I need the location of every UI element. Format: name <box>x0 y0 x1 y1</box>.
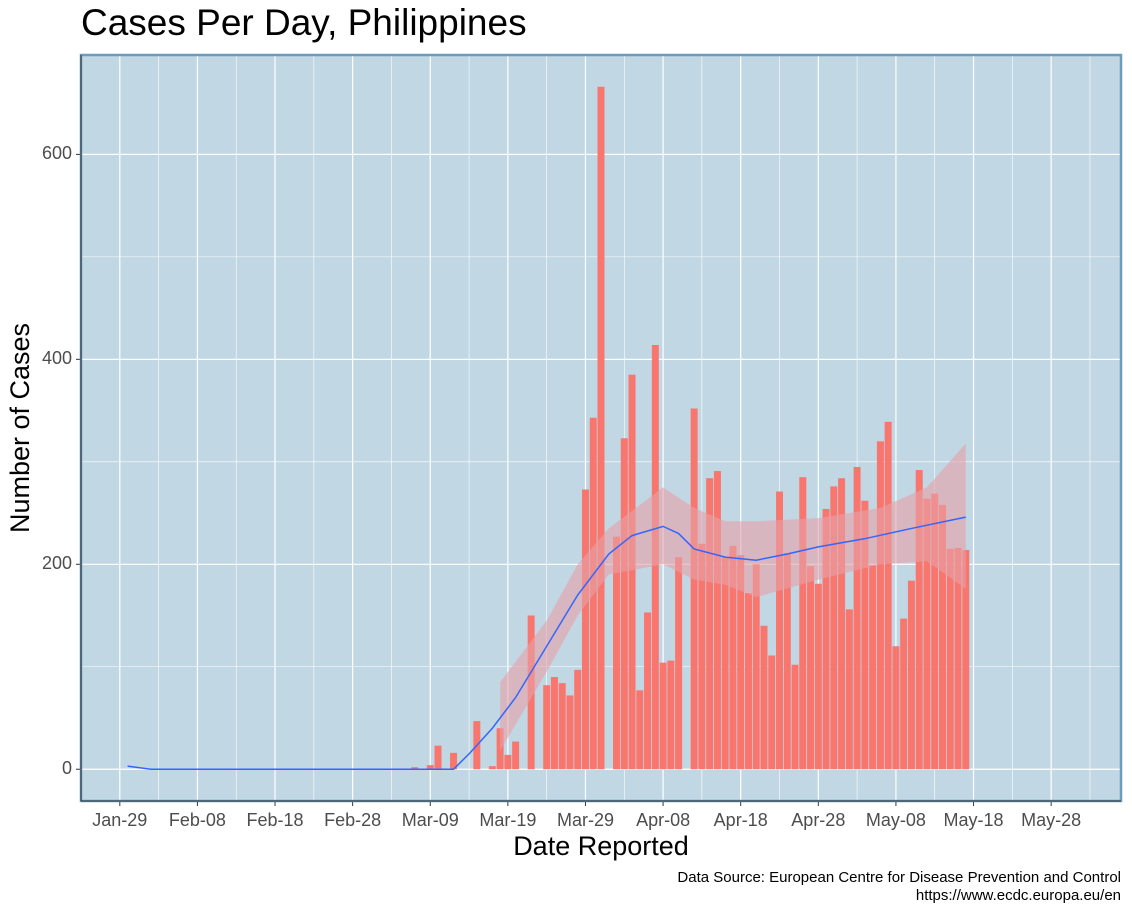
x-tick-label: Mar-09 <box>402 810 459 830</box>
bar <box>776 491 783 770</box>
bar <box>411 767 419 770</box>
bar <box>698 543 706 770</box>
bar <box>744 592 752 770</box>
caption: https://www.ecdc.europa.eu/en <box>916 887 1121 904</box>
bar <box>729 545 737 770</box>
bar <box>644 612 652 770</box>
bar <box>628 374 636 770</box>
bar <box>892 646 900 770</box>
x-tick-label: Apr-28 <box>791 810 845 830</box>
bar <box>690 408 698 770</box>
x-tick-label: Mar-29 <box>557 810 614 830</box>
bar <box>907 580 915 770</box>
bar <box>853 466 861 770</box>
bar <box>946 548 954 770</box>
bar <box>426 765 434 770</box>
bar <box>822 508 830 770</box>
bar <box>512 741 520 770</box>
bar <box>931 493 939 770</box>
bar <box>939 504 946 770</box>
x-tick-label: May-18 <box>944 810 1004 830</box>
bar <box>450 752 458 770</box>
bar <box>900 618 908 770</box>
y-tick-label: 600 <box>42 143 72 163</box>
bar <box>845 609 853 770</box>
x-tick-label: Feb-28 <box>324 810 381 830</box>
x-tick-label: Feb-18 <box>247 810 304 830</box>
confidence-band <box>500 443 966 751</box>
bar <box>636 690 644 770</box>
bar <box>923 498 931 770</box>
bar <box>581 489 589 770</box>
y-tick-label: 200 <box>42 553 72 573</box>
bar <box>791 664 799 770</box>
bar <box>915 470 923 770</box>
bar <box>869 565 877 770</box>
bar <box>659 662 667 770</box>
bar <box>737 555 745 770</box>
bar <box>814 583 822 770</box>
bar <box>783 553 791 770</box>
x-axis-title: Date Reported <box>513 831 689 861</box>
bar <box>613 536 621 770</box>
x-tick-label: Feb-08 <box>169 810 226 830</box>
bar <box>760 625 768 770</box>
bar <box>574 669 582 770</box>
bar <box>488 766 496 770</box>
x-tick-label: May-08 <box>866 810 926 830</box>
bar <box>876 441 884 770</box>
bar <box>807 566 815 770</box>
x-tick-label: Apr-18 <box>714 810 768 830</box>
y-axis-title: Number of Cases <box>5 323 35 533</box>
bar <box>504 754 512 770</box>
x-tick-label: Mar-19 <box>479 810 536 830</box>
x-tick-label: May-28 <box>1021 810 1081 830</box>
bar <box>799 477 807 770</box>
bar <box>768 655 776 770</box>
bar <box>752 564 760 770</box>
caption: Data Source: European Centre for Disease… <box>677 869 1121 886</box>
bar <box>830 486 838 770</box>
bar <box>434 745 442 770</box>
bar <box>667 660 675 770</box>
chart-title: Cases Per Day, Philippines <box>81 2 527 43</box>
bar <box>706 478 714 770</box>
bar <box>566 695 574 770</box>
bar <box>597 86 605 770</box>
trend-line <box>127 516 966 770</box>
x-tick-label: Apr-08 <box>636 810 690 830</box>
y-tick-label: 400 <box>42 348 72 368</box>
bar <box>675 557 683 770</box>
x-tick-label: Jan-29 <box>92 810 147 830</box>
bar <box>861 500 869 770</box>
y-tick-label: 0 <box>62 758 72 778</box>
bar <box>543 685 551 770</box>
bar <box>713 471 721 770</box>
bar <box>558 683 566 770</box>
bar <box>620 438 628 770</box>
bar <box>721 557 729 770</box>
bar <box>550 677 558 770</box>
bar <box>884 421 892 770</box>
bar <box>954 547 962 770</box>
bar <box>838 478 846 770</box>
bar <box>962 549 970 770</box>
